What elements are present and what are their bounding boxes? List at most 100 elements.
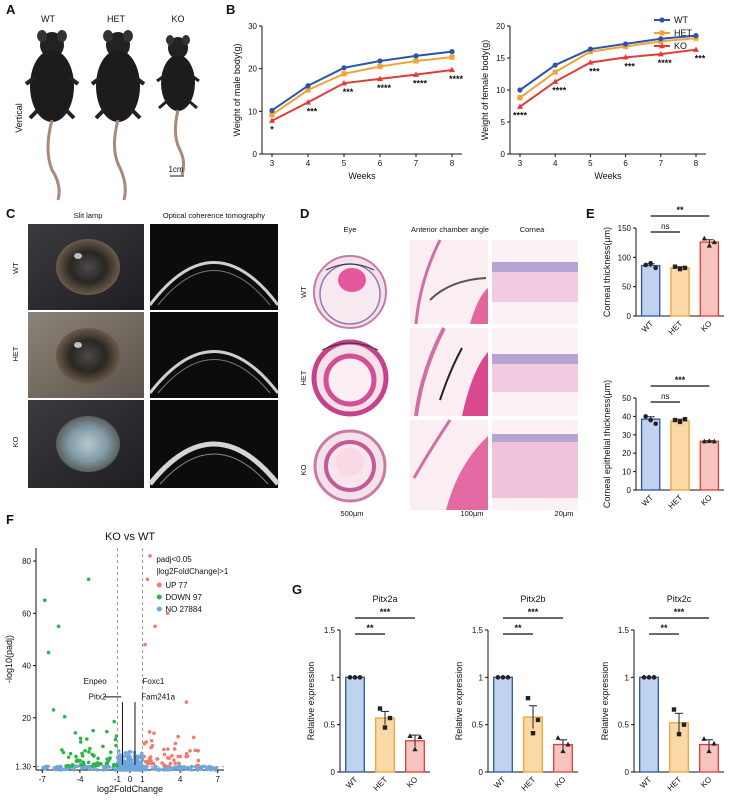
y-tick-label: 0: [479, 768, 484, 777]
point-down: [111, 763, 116, 767]
point-no: [165, 768, 170, 772]
x-tick-label: WT: [640, 319, 655, 334]
point-no: [83, 765, 88, 769]
data-point: [701, 438, 707, 444]
data-point: [500, 675, 506, 680]
point-down: [86, 577, 91, 582]
x-tick-label: 8: [450, 159, 455, 168]
point-down: [70, 764, 74, 768]
significance-label: ****: [377, 83, 392, 93]
point-up: [196, 758, 201, 763]
significance-label: *: [270, 125, 274, 135]
point-up: [165, 611, 170, 616]
point-down: [91, 728, 95, 733]
point-wt: [449, 49, 455, 55]
data-point: [681, 722, 687, 727]
legend-label-ko: KO: [674, 41, 687, 51]
point-up: [147, 730, 152, 734]
point-up: [172, 758, 176, 763]
bar-wt: [640, 418, 661, 491]
point-no: [153, 764, 157, 769]
legend-label-wt: WT: [674, 15, 688, 25]
point-ko: [657, 50, 664, 57]
comparison-label: ns: [661, 392, 669, 401]
data-point: [407, 733, 413, 739]
x-tick-label: -1: [114, 775, 122, 784]
point-ko: [305, 99, 311, 105]
y-tick-label: 40: [22, 662, 31, 671]
legend-title-padj: padj<0.05: [156, 555, 192, 564]
significance-label: ****: [449, 74, 464, 84]
eye-ko-histology: [313, 429, 387, 503]
y-tick-label: 50: [622, 394, 631, 403]
point-down: [87, 750, 91, 754]
point-down: [78, 758, 82, 763]
point-ko: [693, 46, 699, 52]
point-down: [64, 764, 68, 768]
y-axis-label: -log10(padj): [4, 635, 14, 683]
data-point: [382, 725, 388, 730]
y-tick-label: 20: [622, 449, 631, 458]
data-point: [352, 675, 358, 680]
epithelial-thickness-chart: 0 10 20 30 40 50 Corneal epithelial thickness(…: [602, 375, 724, 511]
y-tick-label: 1: [331, 673, 336, 682]
oct-het: [150, 312, 278, 398]
data-point: [677, 266, 683, 272]
point-no: [129, 760, 133, 765]
point-up: [184, 700, 189, 704]
pitx2a-chart: Pitx2a 0 0.5 1 1.5 Relative expression WT HET KO…: [306, 594, 430, 793]
data-point: [677, 419, 683, 425]
point-down: [108, 750, 113, 754]
significance-label: ***: [343, 87, 354, 97]
panel-d-label: D: [300, 206, 309, 221]
comparison-label: **: [676, 205, 684, 215]
point-no: [119, 756, 123, 761]
point-down: [74, 759, 79, 764]
comparison-label: ***: [675, 375, 686, 385]
point-up: [167, 764, 171, 768]
y-tick-label: 10: [622, 468, 631, 477]
y-tick-label: 1.5: [618, 626, 630, 635]
data-point: [495, 675, 501, 680]
gene-label-fam241a: Fam241a: [141, 692, 175, 701]
y-tick-label: 60: [22, 609, 31, 618]
data-point: [682, 265, 688, 271]
data-point: [648, 260, 653, 266]
data-point: [672, 264, 678, 269]
point-no: [127, 753, 132, 758]
data-point: [653, 265, 658, 271]
point-no: [88, 767, 92, 772]
y-tick-label: 10: [248, 107, 257, 116]
data-point: [701, 235, 707, 241]
panel-c-images: Slit lamp Optical coherence tomography W…: [11, 211, 280, 488]
panel-a-label: A: [6, 2, 16, 17]
point-down: [83, 748, 87, 753]
point-no: [120, 765, 125, 770]
legend-title-lfc: |log2FoldChange|>1: [156, 567, 229, 576]
point-down: [115, 763, 119, 768]
y-tick-label: 1.30: [15, 763, 31, 772]
x-tick-label: 7: [659, 159, 664, 168]
comparison-label: ***: [380, 607, 391, 617]
y-tick-label: 80: [22, 557, 31, 566]
point-down: [46, 650, 51, 655]
point-down: [114, 734, 119, 738]
point-wt: [552, 62, 558, 68]
series-line-het: [271, 56, 453, 116]
point-no: [204, 765, 208, 769]
point-down: [114, 743, 118, 748]
point-no: [59, 767, 64, 771]
mouse-wt-image: [24, 30, 80, 201]
point-ko: [587, 59, 594, 65]
d-scale-eye: 500μm: [340, 509, 363, 518]
series-line-wt: [519, 34, 697, 91]
point-up: [173, 741, 178, 746]
x-tick-label: HET: [666, 775, 684, 793]
point-ko: [377, 75, 383, 82]
point-up: [172, 747, 177, 751]
point-no: [140, 758, 145, 763]
y-tick-label: 20: [22, 714, 31, 723]
point-up: [166, 756, 170, 760]
point-down: [56, 624, 61, 629]
point-up: [162, 763, 167, 767]
